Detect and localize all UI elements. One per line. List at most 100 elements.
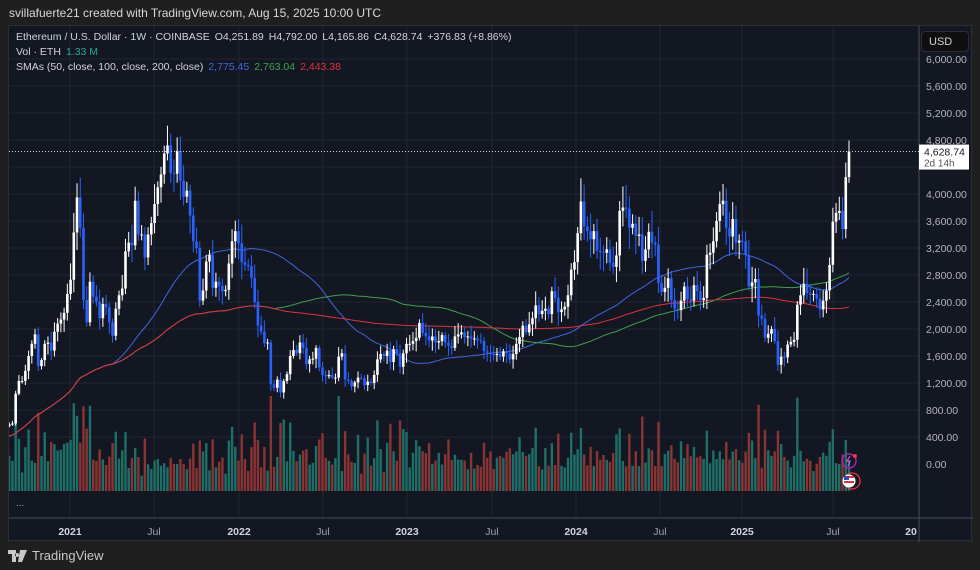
candle [24, 364, 27, 386]
candle-body [288, 356, 292, 375]
candle-body [605, 249, 609, 253]
volume-bar [153, 460, 156, 491]
volume-bar [217, 461, 221, 491]
candle-body [595, 231, 599, 251]
candle-body [815, 293, 818, 299]
volume-bar [482, 442, 486, 491]
volume-bar [66, 442, 69, 491]
volume-bar [179, 459, 182, 491]
candle [763, 312, 767, 342]
volume-bar [188, 458, 192, 491]
candle [324, 370, 328, 384]
chart-panel[interactable]: 6,000.00 5,600.00 5,200.00 4,800.00 4,000.00… [8, 25, 973, 542]
candle-body [844, 177, 848, 230]
volume-bar [169, 458, 172, 491]
candle-body [434, 336, 437, 343]
candle-body [40, 360, 43, 367]
candle-body [298, 342, 302, 354]
volume-bar [69, 439, 72, 491]
candle [505, 343, 508, 364]
lightning-event-icon[interactable] [841, 453, 857, 469]
volume-bar [163, 463, 166, 491]
candle [9, 422, 11, 428]
us-flag-event-icon[interactable] [842, 472, 861, 490]
candle-body [246, 264, 250, 267]
candle-body [269, 342, 273, 385]
volume-bar [815, 463, 818, 491]
volume-bar [114, 431, 117, 491]
candle-body [46, 342, 50, 344]
volume-bar [27, 429, 30, 491]
candle-body [56, 323, 59, 332]
volume-bar [289, 422, 292, 491]
volume-bar [298, 454, 302, 491]
candle-body [66, 293, 69, 313]
volume-bar [589, 446, 592, 491]
candle-body [130, 242, 134, 246]
candle [760, 304, 764, 326]
candle [657, 226, 660, 294]
more-button[interactable]: ... [16, 498, 25, 509]
candle-body [376, 359, 379, 375]
volume-bar [311, 462, 315, 491]
volume-bar [137, 457, 140, 491]
volume-bar [825, 455, 828, 491]
currency-button[interactable]: USD [921, 31, 969, 52]
candle [411, 332, 415, 351]
volume-bar [395, 460, 398, 491]
candle [689, 286, 693, 311]
candle [285, 371, 289, 384]
candle-body [266, 342, 269, 344]
candle-body [175, 150, 179, 174]
candle [653, 236, 657, 257]
candle-body [821, 300, 825, 310]
candle [673, 288, 676, 322]
candle [595, 218, 599, 259]
volume-bar [757, 404, 760, 491]
candle [660, 274, 663, 297]
candle [615, 241, 618, 283]
candle [844, 162, 848, 239]
candle [566, 284, 570, 319]
candle-body [760, 315, 764, 319]
candle-body [676, 308, 680, 311]
candle-body [240, 243, 244, 263]
current-price-label-bg [919, 144, 969, 170]
candle-body [737, 240, 741, 243]
candle-body [95, 296, 98, 302]
candle-body [702, 297, 705, 300]
candle-body [91, 281, 95, 297]
candle-body [285, 374, 289, 381]
candle-body [182, 180, 185, 197]
volume-label[interactable]: Vol · ETH [16, 46, 61, 58]
candle [150, 216, 153, 246]
candle-body [85, 299, 89, 323]
candle-body [385, 350, 389, 356]
candle-body [124, 251, 127, 289]
candle-body [295, 349, 298, 354]
volume-bar [460, 459, 463, 491]
candle-body [314, 347, 318, 359]
candle-body [401, 353, 405, 367]
x-tick-label: 2021 [58, 526, 82, 538]
candle-series [9, 125, 851, 428]
candle [133, 186, 137, 250]
sma-label[interactable]: SMAs (50, close, 100, close, 200, close) [16, 61, 204, 73]
candle-body [33, 334, 37, 344]
volume-bar [256, 439, 260, 491]
candle [789, 336, 793, 348]
candle-body [508, 353, 512, 360]
volume-bar [531, 447, 534, 491]
lightning-icon [845, 455, 851, 467]
volume-bar [447, 439, 450, 491]
candle-body [498, 353, 502, 357]
sma100-value: 2,763.04 [254, 61, 296, 73]
symbol-name[interactable]: Ethereum / U.S. Dollar · 1W · COINBASE [16, 31, 210, 43]
candle [263, 320, 266, 347]
volume-bar [631, 465, 634, 491]
volume-bar [30, 460, 34, 491]
volume-bar [647, 448, 650, 491]
volume-bar [776, 430, 780, 491]
candlestick-chart[interactable]: 6,000.00 5,600.00 5,200.00 4,800.00 4,000.00… [9, 26, 973, 542]
candle-body [162, 153, 166, 175]
